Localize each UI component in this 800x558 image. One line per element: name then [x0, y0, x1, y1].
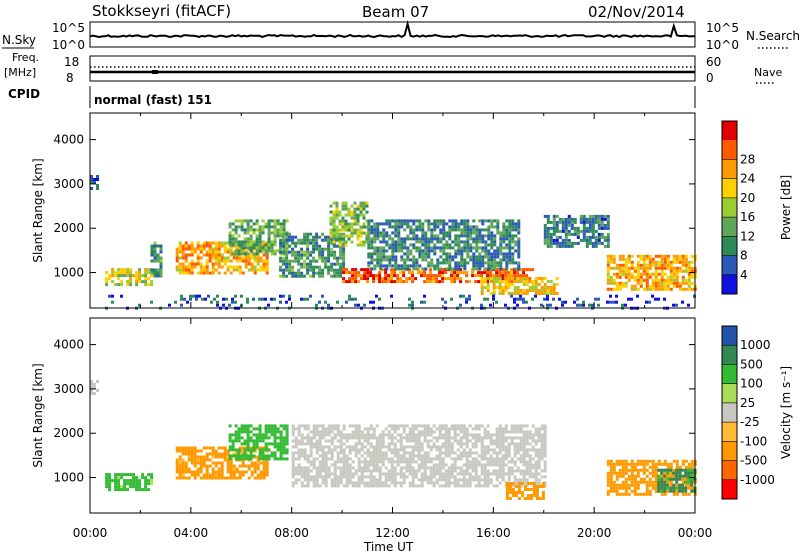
- scatter-region: [543, 214, 610, 248]
- beam-label: Beam 07: [362, 3, 429, 21]
- cpid-mode: normal (fast) 151: [94, 93, 212, 107]
- colorbar-label: Power [dB]: [779, 175, 793, 240]
- y-tick-label: 3000: [53, 382, 84, 396]
- colorbar-tick-label: 20: [740, 191, 755, 205]
- colorbar-segment: [722, 460, 737, 480]
- y-axis-label: Slant Range [km]: [31, 363, 45, 467]
- date-label: 02/Nov/2014: [588, 3, 685, 21]
- scatter-region: [505, 482, 545, 500]
- y-tick-label: 3000: [53, 177, 84, 191]
- scatter-region: [480, 277, 559, 295]
- colorbar-tick-label: 1000: [740, 338, 771, 352]
- scatter-region: [279, 232, 346, 278]
- power-colorbar: 4 8 12 16 20 24 28 Power [dB]: [721, 120, 793, 295]
- velocity-colorbar: -1000 -500 -100 -25 25 100 500 1000 Velocity [m …: [721, 325, 793, 500]
- y-tick-label: 4000: [53, 133, 84, 147]
- colorbar-segment: [722, 422, 737, 442]
- scatter-region: [105, 268, 154, 287]
- x-axis-label: Time UT: [363, 540, 414, 554]
- colorbar-segment: [722, 274, 737, 295]
- freq-left-label: Freq.: [12, 51, 39, 64]
- colorbar-segment: [722, 479, 737, 500]
- scatter-region: [606, 254, 697, 291]
- cpid-label: CPID: [8, 87, 40, 101]
- colorbar-tick-label: 16: [740, 210, 755, 224]
- scatter-region: [228, 219, 289, 256]
- colorbar-tick-label: 500: [740, 357, 763, 371]
- colorbar-segment: [722, 217, 737, 237]
- radar-title: Stokkseyri (fitACF): [92, 2, 231, 20]
- power-panel: 1000 2000 3000 4000 Slant Range [km]: [31, 112, 697, 310]
- sky-right-label: N.Search: [746, 29, 800, 43]
- freq-left-tick-bottom: 8: [66, 71, 74, 85]
- sky-left-tick-top: 10^5: [52, 21, 85, 35]
- scatter-region: [105, 473, 154, 492]
- y-tick-label: 1000: [53, 266, 84, 280]
- colorbar-segment: [722, 159, 737, 179]
- colorbar-tick-label: 8: [740, 249, 748, 263]
- colorbar-label: Velocity [m s⁻¹]: [779, 366, 793, 459]
- colorbar-segment: [722, 255, 737, 275]
- colorbar-tick-label: 4: [740, 268, 748, 282]
- colorbar-segment: [722, 326, 737, 346]
- velocity-panel: 1000 2000 3000 4000 Slant Range [km]: [31, 317, 697, 514]
- scatter-region: [150, 241, 163, 278]
- x-tick-label: 16:00: [476, 526, 511, 540]
- freq-left-unit: [MHz]: [4, 66, 36, 79]
- x-tick-label: 00:00: [73, 526, 108, 540]
- x-tick-label: 08:00: [274, 526, 309, 540]
- x-tick-label: 20:00: [577, 526, 612, 540]
- colorbar-tick-label: -100: [740, 434, 767, 448]
- x-tick-label: 12:00: [375, 526, 410, 540]
- y-tick-label: 4000: [53, 338, 84, 352]
- colorbar-segment: [722, 364, 737, 384]
- colorbar-segment: [722, 178, 737, 198]
- colorbar-tick-label: 12: [740, 229, 755, 243]
- colorbar-tick-label: 24: [740, 172, 755, 186]
- colorbar-tick-label: -1000: [740, 473, 775, 487]
- time-axis: 00:00 04:00 08:00 12:00 16:00 20:00 00:00: [73, 526, 713, 540]
- colorbar-tick-label: -25: [740, 415, 760, 429]
- y-tick-label: 2000: [53, 426, 84, 440]
- colorbar-segment: [722, 236, 737, 256]
- scatter-region: [228, 424, 289, 461]
- sky-left-tick-bottom: 10^0: [52, 38, 85, 52]
- colorbar-frame: [721, 325, 738, 500]
- y-axis-label: Slant Range [km]: [31, 158, 45, 262]
- scatter-region: [90, 380, 99, 395]
- freq-right-tick-top: 60: [706, 55, 721, 69]
- colorbar-segment: [722, 345, 737, 365]
- sky-noise-line: [89, 20, 696, 39]
- freq-right-tick-bottom: 0: [706, 71, 714, 85]
- freq-blip: [152, 70, 158, 74]
- y-tick-label: 2000: [53, 221, 84, 235]
- colorbar-segment: [722, 121, 737, 141]
- x-tick-label: 04:00: [174, 526, 209, 540]
- freq-panel-frame: [89, 55, 696, 82]
- colorbar-segment: [722, 140, 737, 160]
- colorbar-tick-label: 28: [740, 152, 755, 166]
- scatter-region: [90, 175, 99, 190]
- sky-left-label: N.Sky: [2, 33, 36, 47]
- colorbar-segment: [722, 402, 737, 423]
- sky-panel-frame: [89, 21, 696, 48]
- colorbar-tick-label: -500: [740, 454, 767, 468]
- scatter-region: [329, 201, 369, 247]
- freq-left-tick-top: 18: [64, 55, 79, 69]
- sky-right-tick-top: 10^5: [706, 21, 739, 35]
- x-tick-label: 00:00: [678, 526, 713, 540]
- colorbar-tick-label: 25: [740, 396, 755, 410]
- y-tick-label: 1000: [53, 471, 84, 485]
- freq-right-label: Nave: [754, 66, 782, 79]
- colorbar-segment: [722, 441, 737, 461]
- colorbar-segment: [722, 383, 737, 403]
- sky-right-tick-bottom: 10^0: [706, 38, 739, 52]
- colorbar-segment: [722, 197, 737, 218]
- colorbar-tick-label: 100: [740, 377, 763, 391]
- colorbar-frame: [721, 120, 738, 295]
- scatter-region: [367, 219, 521, 271]
